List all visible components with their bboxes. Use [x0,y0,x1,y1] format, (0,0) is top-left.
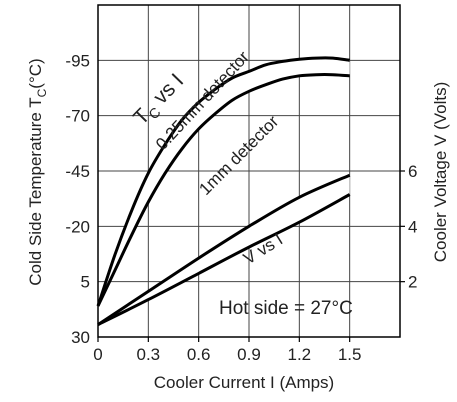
y-left-tick-label: -45 [65,162,90,181]
tc-curve-thin-detector [96,56,350,307]
tc-band-fill [98,57,350,306]
x-tick-label: 0 [93,345,102,364]
y-left-tick-label: -95 [65,51,90,70]
y-left-axis-label: Cold Side Temperature TC(°C) [26,58,49,285]
detector-thick-label: 1mm detector [195,112,282,199]
v-curve-upper [97,173,351,326]
x-tick-label: 0.3 [137,345,161,364]
y-right-axis-label: Cooler Voltage V (Volts) [431,82,450,262]
x-tick-label: 0.9 [237,345,261,364]
x-tick-label: 1.2 [288,345,312,364]
x-axis-label: Cooler Current I (Amps) [154,373,334,392]
v-band-fill [98,175,350,325]
hot-side-note: Hot side = 27°C [219,298,353,319]
x-tick-labels: 0 0.3 0.6 0.9 1.2 1.5 [93,337,361,364]
y-left-tick-label: -20 [65,217,90,236]
y-left-tick-labels: 30 5 -20 -45 -70 -95 [65,51,90,347]
y-left-tick-label: 30 [71,328,90,347]
y-right-tick-labels: 2 4 6 [400,162,417,292]
y-left-tick-label: 5 [81,273,90,292]
v-curve-lower [97,193,351,326]
y-left-tick-label: -70 [65,107,90,126]
tc-curve-thick-detector [96,73,350,307]
y-right-tick-label: 2 [408,273,417,292]
data-curves [96,56,351,326]
y-left-label-main: Cold Side Temperature T [26,97,45,285]
x-tick-label: 0.6 [187,345,211,364]
y-left-label-unit: (°C) [26,58,45,88]
y-left-label-sub: C [35,88,49,97]
y-right-tick-label: 4 [408,217,417,236]
data-bands [98,57,350,325]
grid [98,5,400,338]
y-right-tick-label: 6 [408,162,417,181]
x-tick-label: 1.5 [338,345,362,364]
